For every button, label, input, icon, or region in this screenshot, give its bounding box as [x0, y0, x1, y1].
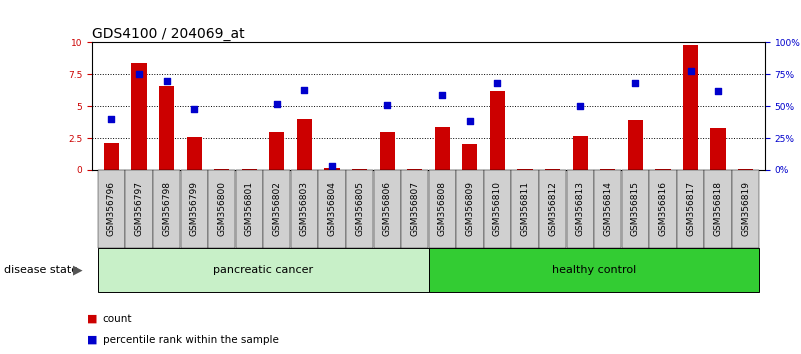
- Bar: [131, 63, 147, 170]
- Bar: [655, 169, 670, 170]
- Bar: [104, 143, 119, 170]
- Text: GSM356809: GSM356809: [465, 181, 474, 236]
- Text: GSM356817: GSM356817: [686, 181, 695, 236]
- Bar: [352, 169, 367, 170]
- Text: GSM356814: GSM356814: [603, 181, 612, 236]
- Bar: [573, 136, 588, 170]
- Text: GSM356801: GSM356801: [245, 181, 254, 236]
- Point: [684, 68, 697, 73]
- Point: [133, 72, 146, 77]
- Point: [298, 87, 311, 92]
- Text: GSM356799: GSM356799: [190, 181, 199, 236]
- Text: GSM356804: GSM356804: [328, 181, 336, 236]
- Point: [629, 80, 642, 86]
- Bar: [242, 169, 257, 170]
- Bar: [517, 169, 533, 170]
- Point: [491, 80, 504, 86]
- Bar: [297, 119, 312, 170]
- Text: ▶: ▶: [73, 263, 83, 276]
- Text: GSM356808: GSM356808: [438, 181, 447, 236]
- Bar: [214, 169, 229, 170]
- Text: disease state: disease state: [4, 265, 78, 275]
- Bar: [683, 45, 698, 170]
- Point: [574, 103, 586, 109]
- Text: GSM356807: GSM356807: [410, 181, 419, 236]
- Text: GSM356803: GSM356803: [300, 181, 309, 236]
- Text: GSM356815: GSM356815: [631, 181, 640, 236]
- Text: pancreatic cancer: pancreatic cancer: [213, 265, 313, 275]
- Bar: [324, 168, 340, 170]
- Text: GSM356812: GSM356812: [548, 181, 557, 236]
- Text: GDS4100 / 204069_at: GDS4100 / 204069_at: [92, 28, 245, 41]
- Point: [380, 102, 393, 108]
- Point: [105, 116, 118, 122]
- Text: GSM356818: GSM356818: [714, 181, 723, 236]
- Text: GSM356813: GSM356813: [576, 181, 585, 236]
- Text: ■: ■: [87, 314, 98, 324]
- Bar: [159, 86, 174, 170]
- Point: [187, 106, 200, 112]
- Bar: [380, 132, 395, 170]
- Bar: [462, 144, 477, 170]
- Point: [711, 88, 724, 94]
- Text: GSM356802: GSM356802: [272, 181, 281, 236]
- Bar: [490, 91, 505, 170]
- Text: count: count: [103, 314, 132, 324]
- Text: GSM356796: GSM356796: [107, 181, 116, 236]
- Bar: [407, 169, 422, 170]
- Bar: [435, 127, 450, 170]
- Bar: [187, 137, 202, 170]
- Text: percentile rank within the sample: percentile rank within the sample: [103, 335, 279, 345]
- Text: GSM356810: GSM356810: [493, 181, 502, 236]
- Text: GSM356798: GSM356798: [162, 181, 171, 236]
- Point: [326, 163, 339, 169]
- Bar: [600, 169, 615, 170]
- Point: [464, 119, 477, 124]
- Text: GSM356797: GSM356797: [135, 181, 143, 236]
- Text: GSM356805: GSM356805: [355, 181, 364, 236]
- Text: GSM356811: GSM356811: [521, 181, 529, 236]
- Text: GSM356816: GSM356816: [658, 181, 667, 236]
- Bar: [545, 169, 560, 170]
- Bar: [738, 169, 753, 170]
- Point: [436, 92, 449, 98]
- Text: GSM356819: GSM356819: [741, 181, 751, 236]
- Bar: [710, 128, 726, 170]
- Bar: [628, 120, 643, 170]
- Point: [160, 78, 173, 84]
- Text: GSM356806: GSM356806: [383, 181, 392, 236]
- Bar: [269, 132, 284, 170]
- Text: GSM356800: GSM356800: [217, 181, 226, 236]
- Text: ■: ■: [87, 335, 98, 345]
- Point: [271, 101, 284, 107]
- Text: healthy control: healthy control: [552, 265, 636, 275]
